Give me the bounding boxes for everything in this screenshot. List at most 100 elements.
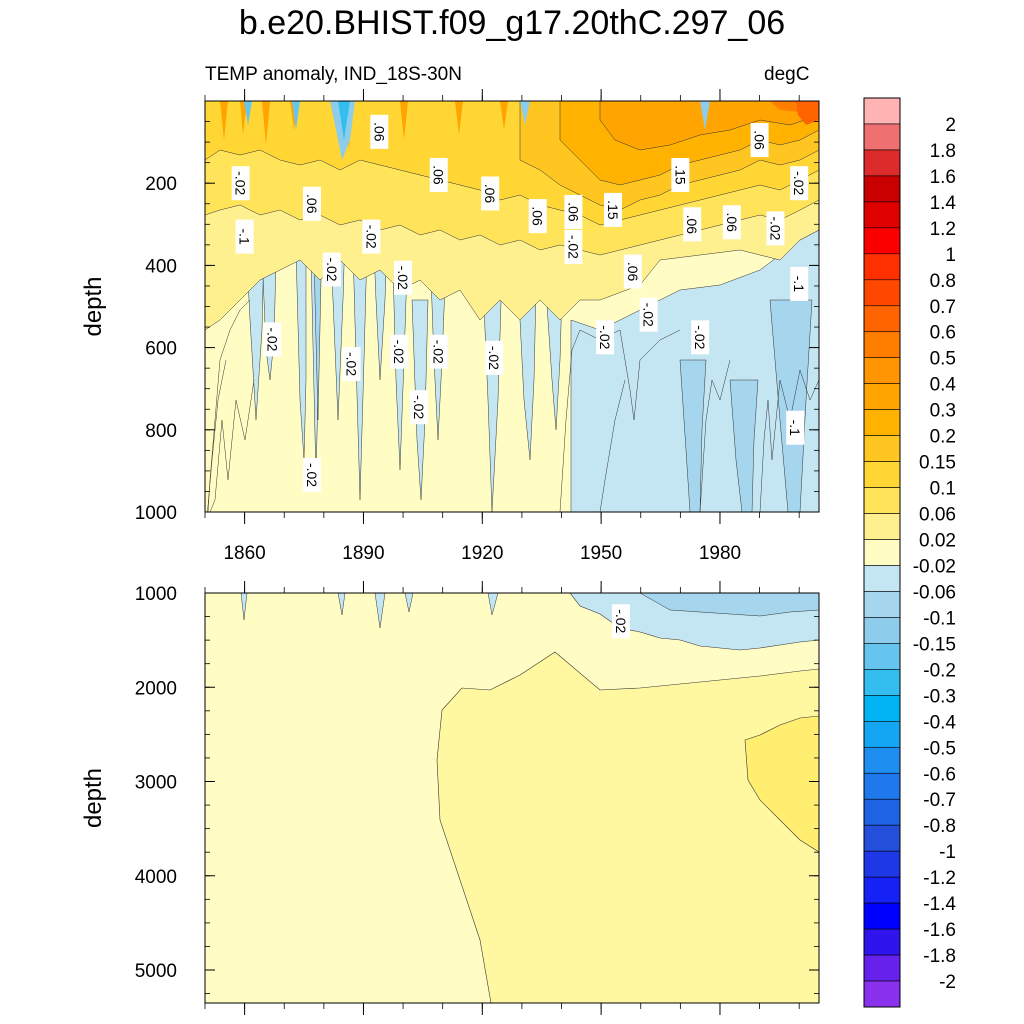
colorbar-level-label: -0.02 xyxy=(913,556,956,577)
colorbar-level-label: 0.2 xyxy=(930,427,956,448)
colorbar-swatch xyxy=(863,539,901,566)
colorbar-level-label: 1.4 xyxy=(930,193,957,214)
colorbar-swatch xyxy=(863,357,901,384)
contour-label-text: .06 xyxy=(530,206,546,226)
y-tick-label: 600 xyxy=(145,339,177,360)
colorbar-swatch xyxy=(863,721,901,748)
contour-label: -.02 xyxy=(691,320,710,355)
contour-label: -.02 xyxy=(564,229,583,264)
colorbar-swatch xyxy=(863,305,901,333)
contour-label-bg xyxy=(394,260,413,295)
x-tick-label: 1860 xyxy=(223,543,265,564)
colorbar-level-label: 0.7 xyxy=(930,297,956,318)
y-tick-label: 200 xyxy=(145,174,177,195)
x-tick-label: 1980 xyxy=(699,543,741,564)
colorbar-level-label: -0.06 xyxy=(913,582,956,603)
colorbar-level-label: 1.2 xyxy=(930,219,956,240)
y-tick-label: 1000 xyxy=(135,584,177,605)
contour-label-bg xyxy=(639,297,658,332)
contour-label-bg xyxy=(362,219,381,254)
x-tick-label: 1890 xyxy=(342,543,384,564)
colorbar-swatch xyxy=(863,980,901,1008)
contour-label-text: -.02 xyxy=(411,395,427,419)
contour-label-text: -.02 xyxy=(791,171,807,195)
contour-label-text: -.1 xyxy=(237,228,253,245)
contour-label: -.02 xyxy=(302,458,321,493)
colorbar-level-label: -1.2 xyxy=(923,868,956,889)
contour-label-bg xyxy=(429,334,448,369)
colorbar-swatch xyxy=(863,227,901,255)
colorbar-swatch xyxy=(863,772,901,800)
colorbar-swatch xyxy=(863,824,901,852)
colorbar-level-label: -1.8 xyxy=(923,946,956,967)
colorbar-level-label: -1.4 xyxy=(923,894,956,915)
colorbar-level-label: -0.15 xyxy=(913,634,956,655)
colorbar-swatch xyxy=(863,175,901,203)
colorbar-level-label: -0.2 xyxy=(923,660,956,681)
contour-label-text: -.02 xyxy=(597,325,613,349)
contour-label-text: -.02 xyxy=(304,463,320,487)
contour-label: -.02 xyxy=(390,334,409,369)
colorbar-level-label: -1 xyxy=(939,842,956,863)
contour-label-text: .15 xyxy=(605,200,621,220)
upper-contour-lines xyxy=(207,299,819,512)
contour-label-bg xyxy=(409,390,428,425)
contour-labels-layer: -.02 -.1 -.02 -.02 .06 -.02 -.02 .06 -.02 -.02 -.0… xyxy=(231,114,809,639)
colorbar-level-label: 1 xyxy=(945,245,956,266)
contour-label: .15 xyxy=(604,192,623,227)
colorbar-level-label: 0.1 xyxy=(930,479,956,500)
y-axis-label: depth xyxy=(80,276,107,336)
contour-label: -.02 xyxy=(485,340,504,375)
contour-label-bg xyxy=(564,229,583,264)
contour-label-text: -.02 xyxy=(641,303,657,327)
colorbar-swatch xyxy=(863,201,901,229)
contour-label-text: -.02 xyxy=(395,266,411,290)
contour-label: -.1 xyxy=(790,266,809,301)
contour-label-text: .06 xyxy=(482,184,498,204)
colorbar-swatch xyxy=(863,461,901,488)
contour-label-text: .06 xyxy=(565,202,581,222)
contour-label: -.02 xyxy=(394,260,413,295)
colorbar-swatch xyxy=(863,331,901,359)
colorbar-swatch xyxy=(863,876,901,904)
contour-label-bg xyxy=(322,252,341,287)
colorbar-level-label: -1.6 xyxy=(923,920,956,941)
colorbar-level-label: 1.8 xyxy=(930,141,956,162)
contour-label-bg xyxy=(611,604,630,639)
contour-label-bg xyxy=(302,458,321,493)
contour-label: .06 xyxy=(623,254,642,289)
colorbar: 2 1.8 1.6 1.4 1.2 1 0.8 0.7 0.6 0.5 0.4 0.3 0.2 0.15 0… xyxy=(863,97,957,1008)
contour-label-text: -.02 xyxy=(767,216,783,240)
contour-label-bg xyxy=(790,266,809,301)
contour-label: -.02 xyxy=(639,297,658,332)
colorbar-level-label: 0.5 xyxy=(930,349,956,370)
contour-label-bg xyxy=(342,347,361,382)
colorbar-swatch xyxy=(863,149,901,177)
contour-label-text: -.02 xyxy=(486,346,502,370)
contour-label: .15 xyxy=(671,157,690,192)
contour-label: -.1 xyxy=(235,219,254,254)
colorbar-level-label: -0.8 xyxy=(923,816,956,837)
colorbar-level-label: 0.3 xyxy=(930,401,956,422)
contour-label-bg xyxy=(390,334,409,369)
contour-label-text: -.1 xyxy=(787,420,803,437)
y-tick-label: 5000 xyxy=(135,961,177,982)
contour-label-bg xyxy=(604,192,623,227)
contour-label-text: -.02 xyxy=(344,352,360,376)
colorbar-level-label: -0.4 xyxy=(923,712,956,733)
units-label: degC xyxy=(764,64,810,85)
colorbar-level-label: -0.7 xyxy=(923,790,956,811)
contour-label-text: -.02 xyxy=(391,340,407,364)
contour-label-text: -.02 xyxy=(363,225,379,249)
contour-label-bg xyxy=(786,410,805,445)
colorbar-swatch xyxy=(863,617,901,644)
colorbar-swatch xyxy=(863,253,901,281)
y-axis-label: depth xyxy=(80,768,107,828)
contour-label: .06 xyxy=(683,207,702,242)
colorbar-swatch xyxy=(863,669,901,696)
y-tick-label: 1000 xyxy=(135,503,177,524)
contour-label: -.02 xyxy=(596,320,615,355)
contour-label: -.02 xyxy=(263,322,282,357)
colorbar-swatch xyxy=(863,850,901,878)
